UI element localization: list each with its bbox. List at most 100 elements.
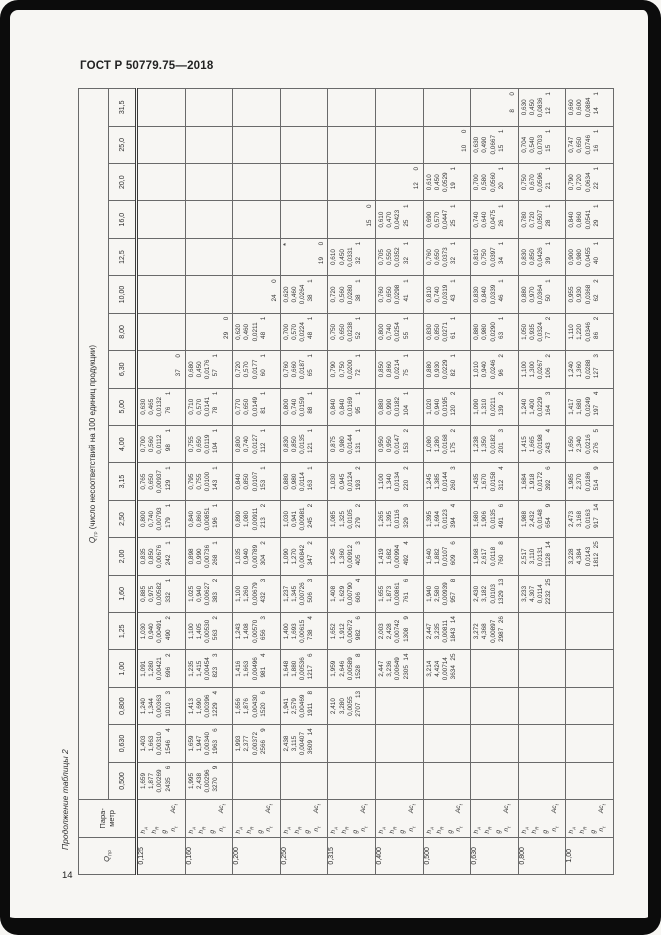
plan-cell: 10 0 (423, 126, 471, 164)
empty-cell (375, 88, 424, 127)
plan-cell: 2,517 3,110 0,0131 1128 14 (518, 537, 566, 576)
qgr-column-label: 1,60 (108, 575, 137, 613)
plan-cell: 0,755 0,650 0,0119 104 1 (185, 425, 233, 463)
qgr-column-label: 5,00 (108, 388, 137, 426)
plan-cell: 2,447 3,236 0,00649 2305 14 (375, 649, 424, 688)
plan-cell: 1,100 1,340 0,0134 220 2 (375, 462, 424, 501)
plan-cell: 0,840 0,840 0,0169 95 1 (327, 388, 376, 426)
table-row: 0,250 hA hR g nt Act 2,438 3,115 0,00407 3609 14 1,… (280, 88, 328, 875)
plan-cell: 0,835 0,850 0,00676 242 1 (136, 537, 186, 576)
empty-cell (185, 275, 233, 314)
plan-cell: 2,438 3,115 0,00407 3609 14 (280, 724, 328, 763)
plan-cell: 0,880 0,930 0,0229 82 1 (423, 350, 471, 389)
plan-cell: 1,050 0,935 0,0324 77 2 (518, 313, 566, 351)
empty-cell (280, 163, 328, 201)
plan-cell: 0,790 0,720 0,0634 22 1 (565, 163, 614, 201)
empty-cell (185, 200, 233, 239)
qgr-column-label: 6,30 (108, 350, 137, 389)
sampling-plans-table: QПР Пара-метр QГР (число несоответствий на… (78, 88, 614, 875)
empty-cell (136, 200, 186, 239)
table-row: 0,800 hA hR g nt Act 3,233 4,307 0,0114 2232 25 2,5… (518, 88, 566, 875)
plan-cell: 1,240 1,344 0,00363 1010 3 (136, 687, 186, 725)
table-row: 0,500 hA hR g nt Act 3,214 4,424 0,00714 3634 25 2,… (423, 88, 471, 875)
plan-cell: 0,720 0,560 0,0280 38 1 (327, 275, 376, 314)
empty-cell (327, 762, 376, 800)
plan-cell: 37 0 (136, 350, 186, 389)
plan-cell: 1,010 0,940 0,0246 96 2 (470, 350, 519, 389)
plan-cell: 0,900 0,980 0,0455 40 1 (565, 238, 614, 276)
plan-cell: 1,417 1,680 0,0249 197 4 (565, 388, 614, 426)
plan-cell: 1,940 2,580 0,00939 957 8 (423, 575, 471, 613)
plan-cell: 0,660 0,600 0,0884 14 1 (565, 88, 614, 127)
qgr-column-label: 2,50 (108, 500, 137, 538)
parameter-labels-cell: hA hR g nt Act (327, 799, 376, 838)
plan-cell: 0,765 0,650 0,00937 129 1 (136, 462, 186, 501)
qgr-column-label: 20,0 (108, 163, 137, 201)
qgr-column-label: 8,00 (108, 313, 137, 351)
plan-cell: 29 0 (185, 313, 233, 351)
plan-cell: 1,091 1,280 0,00421 696 2 (136, 649, 186, 688)
empty-cell (136, 88, 186, 127)
plan-cell: 1,416 1,663 0,00496 981 4 (232, 649, 281, 688)
qpr-row-label: 0,630 (470, 837, 519, 875)
plan-cell: 1,265 1,395 0,0116 329 3 (375, 500, 424, 538)
plan-cell: 1,993 2,377 0,00372 2566 9 (232, 724, 281, 763)
plan-cell: 12 0 (375, 163, 424, 201)
plan-cell: 2,447 3,235 0,00811 1843 14 (423, 612, 471, 650)
document-title: ГОСТ Р 50779.75—2018 (80, 60, 214, 72)
plan-cell: 0,800 0,740 0,00793 179 1 (136, 500, 186, 538)
plan-cell: 1,245 1,360 0,00912 405 3 (327, 537, 376, 576)
plan-cell: 1,968 2,617 0,0118 760 8 (470, 537, 519, 576)
plan-cell: 1,090 1,310 0,0211 139 2 (470, 388, 519, 426)
table-caption: Продолжение таблицы 2 (60, 749, 70, 850)
plan-cell: 1,025 0,940 0,00627 383 2 (185, 575, 233, 613)
plan-cell: 0,880 0,980 0,0290 63 1 (470, 313, 519, 351)
plan-cell: 1,413 1,690 0,00396 1229 4 (185, 687, 233, 725)
plan-cell: 1,400 1,693 0,00615 738 4 (280, 612, 328, 650)
plan-cell: 1,684 1,918 0,0172 392 6 (518, 462, 566, 501)
parameter-labels-cell: hA hR g nt Act (232, 799, 281, 838)
plan-cell: 0,760 0,650 0,0373 32 1 (423, 238, 471, 276)
qgr-column-label: 3,15 (108, 462, 137, 501)
plan-cell: 0,690 0,570 0,0447 25 1 (423, 200, 471, 239)
qpr-row-label: 0,400 (375, 837, 424, 875)
plan-cell: 0,740 0,640 0,0475 26 1 (470, 200, 519, 239)
plan-cell: 1,030 0,940 0,00491 490 2 (136, 612, 186, 650)
qgr-column-label: 10,00 (108, 275, 137, 314)
plan-cell: 0,620 0,460 0,0211 48 1 (232, 313, 281, 351)
empty-cell (565, 612, 614, 650)
plan-cell: 1,240 1,360 0,0288 127 3 (565, 350, 614, 389)
empty-cell (470, 649, 519, 688)
plan-cell: 0,747 0,650 0,0746 16 1 (565, 126, 614, 164)
plan-cell: 0,790 0,750 0,0200 72 1 (327, 350, 376, 389)
parameter-labels-cell: hA hR g nt Act (280, 799, 328, 838)
plan-cell: 0,610 0,470 0,0423 25 1 (375, 200, 424, 239)
qpr-row-label: 0,250 (280, 837, 328, 875)
parameter-labels-cell: hA hR g nt Act (518, 799, 566, 838)
plan-cell: 0,760 0,650 0,0298 41 1 (375, 275, 424, 314)
empty-cell (470, 724, 519, 763)
empty-cell (185, 163, 233, 201)
plan-cell: 0,630 0,490 0,0667 15 1 (470, 126, 519, 164)
plan-cell: 0,610 0,450 0,0529 19 1 (423, 163, 471, 201)
plan-cell: 0,810 0,740 0,0319 43 1 (423, 275, 471, 314)
empty-cell (375, 687, 424, 725)
plan-cell: 1,090 1,270 0,00842 347 2 (280, 537, 328, 576)
plan-cell: 1,656 1,876 0,00430 1520 6 (232, 687, 281, 725)
empty-cell (232, 762, 281, 800)
empty-cell (375, 126, 424, 164)
plan-cell: 1,020 0,940 0,0195 120 2 (423, 388, 471, 426)
plan-cell: 1,941 2,579 0,00469 1911 8 (280, 687, 328, 725)
table-row: 0,160 hA hR g nt Act 1,995 2,438 0,00296 3270 9 1,6… (185, 88, 233, 875)
empty-cell (136, 126, 186, 164)
plan-cell: 1,648 1,880 0,00536 1217 6 (280, 649, 328, 688)
qgr-column-label: 31,5 (108, 88, 137, 127)
empty-cell (136, 313, 186, 351)
plan-cell: 0,840 0,860 0,00851 196 1 (185, 500, 233, 538)
plan-cell: 2,430 3,182 0,0103 1329 13 (470, 575, 519, 613)
plan-cell: 3,228 4,384 0,0143 1812 25 (565, 537, 614, 576)
qpr-row-label: 0,160 (185, 837, 233, 875)
empty-cell (565, 649, 614, 688)
plan-cell: 1,680 1,906 0,0135 491 6 (470, 500, 519, 538)
